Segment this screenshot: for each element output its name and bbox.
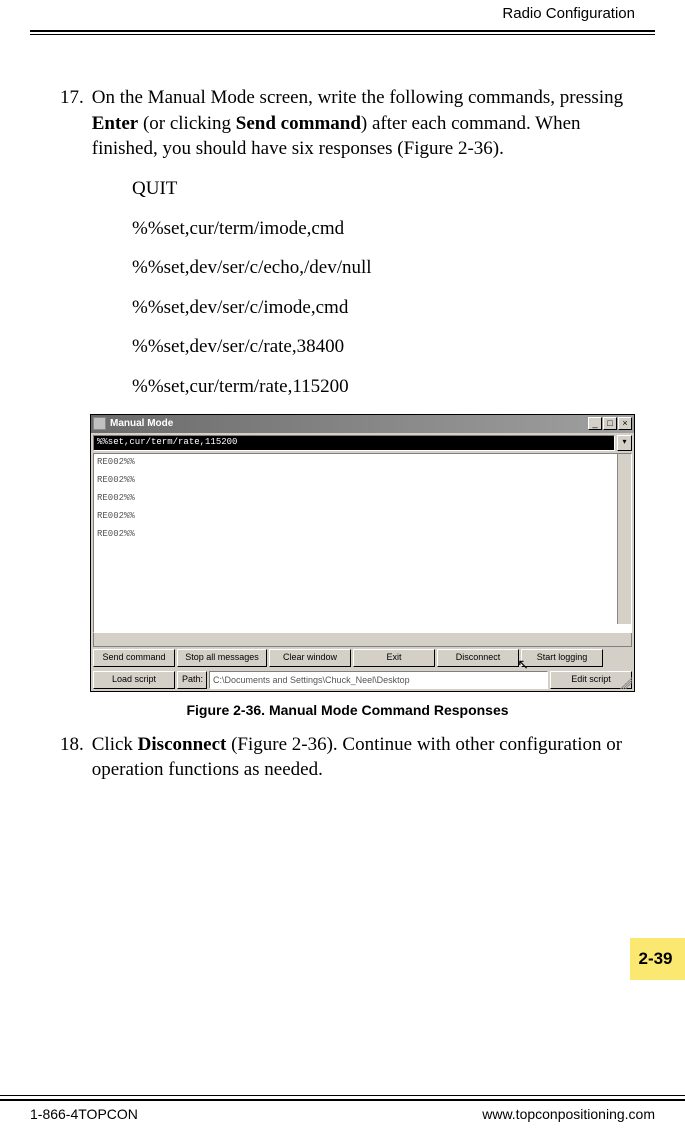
step-body: On the Manual Mode screen, write the fol… xyxy=(92,85,635,162)
command: %%set,dev/ser/c/echo,/dev/null xyxy=(132,255,635,281)
output-area: RE002%% RE002%% RE002%% RE002%% RE002%% xyxy=(93,453,632,633)
window-controls: _ □ × xyxy=(588,417,632,430)
stop-messages-button[interactable]: Stop all messages xyxy=(177,649,267,667)
text: (or clicking xyxy=(138,113,236,134)
step-17: 17. On the Manual Mode screen, write the… xyxy=(60,85,635,162)
send-command-button[interactable]: Send command xyxy=(93,649,175,667)
step-18: 18. Click Disconnect (Figure 2-36). Cont… xyxy=(60,732,635,783)
page-content: 17. On the Manual Mode screen, write the… xyxy=(30,35,655,783)
path-label: Path: xyxy=(177,671,207,689)
page-header: Radio Configuration xyxy=(30,0,655,32)
footer-phone: 1-866-4TOPCON xyxy=(30,1106,138,1122)
page-footer: 1-866-4TOPCON www.topconpositioning.com xyxy=(0,1095,685,1122)
window-title: Manual Mode xyxy=(110,418,588,429)
window-icon xyxy=(93,417,106,430)
resize-grip-icon[interactable] xyxy=(620,677,632,689)
window-titlebar: Manual Mode _ □ × xyxy=(91,415,634,433)
bold-disconnect: Disconnect xyxy=(138,734,227,755)
section-title: Radio Configuration xyxy=(502,5,635,22)
step-body: Click Disconnect (Figure 2-36). Continue… xyxy=(92,732,635,783)
close-button[interactable]: × xyxy=(618,417,632,430)
figure-caption: Figure 2-36. Manual Mode Command Respons… xyxy=(60,702,635,718)
command-list: QUIT %%set,cur/term/imode,cmd %%set,dev/… xyxy=(60,176,635,400)
command: %%set,dev/ser/c/imode,cmd xyxy=(132,295,635,321)
step-number: 18. xyxy=(60,732,92,783)
dropdown-button[interactable]: ▾ xyxy=(617,435,632,451)
command: %%set,dev/ser/c/rate,38400 xyxy=(132,334,635,360)
text: On the Manual Mode screen, write the fol… xyxy=(92,87,623,108)
vertical-scrollbar[interactable] xyxy=(617,454,631,624)
footer-inner: 1-866-4TOPCON www.topconpositioning.com xyxy=(0,1099,685,1122)
text: Click xyxy=(92,734,138,755)
command-input[interactable]: %%set,cur/term/rate,115200 xyxy=(93,435,615,451)
command: %%set,cur/term/imode,cmd xyxy=(132,216,635,242)
figure-2-36: Manual Mode _ □ × %%set,cur/term/rate,11… xyxy=(90,414,635,692)
page-number-tab: 2-39 xyxy=(630,938,685,980)
exit-button[interactable]: Exit xyxy=(353,649,435,667)
path-field[interactable]: C:\Documents and Settings\Chuck_Neel\Des… xyxy=(209,671,548,689)
disconnect-button[interactable]: Disconnect xyxy=(437,649,519,667)
load-script-button[interactable]: Load script xyxy=(93,671,175,689)
bold-send: Send command xyxy=(236,113,361,134)
footer-url: www.topconpositioning.com xyxy=(482,1106,655,1122)
manual-mode-window: Manual Mode _ □ × %%set,cur/term/rate,11… xyxy=(90,414,635,692)
response-line: RE002%% xyxy=(97,529,628,539)
cursor-icon: ↖ xyxy=(517,656,529,673)
command: QUIT xyxy=(132,176,635,202)
response-line: RE002%% xyxy=(97,457,628,467)
minimize-button[interactable]: _ xyxy=(588,417,602,430)
command: %%set,cur/term/rate,115200 xyxy=(132,374,635,400)
response-line: RE002%% xyxy=(97,511,628,521)
horizontal-scrollbar[interactable] xyxy=(93,633,632,647)
button-row-1: Send command Stop all messages Clear win… xyxy=(91,647,634,669)
response-line: RE002%% xyxy=(97,475,628,485)
bold-enter: Enter xyxy=(92,113,138,134)
start-logging-button[interactable]: Start logging xyxy=(521,649,603,667)
button-row-2: Load script Path: C:\Documents and Setti… xyxy=(91,669,634,691)
maximize-button[interactable]: □ xyxy=(603,417,617,430)
command-input-row: %%set,cur/term/rate,115200 ▾ xyxy=(91,433,634,453)
response-line: RE002%% xyxy=(97,493,628,503)
page-number: 2-39 xyxy=(638,949,672,969)
clear-window-button[interactable]: Clear window xyxy=(269,649,351,667)
step-number: 17. xyxy=(60,85,92,162)
